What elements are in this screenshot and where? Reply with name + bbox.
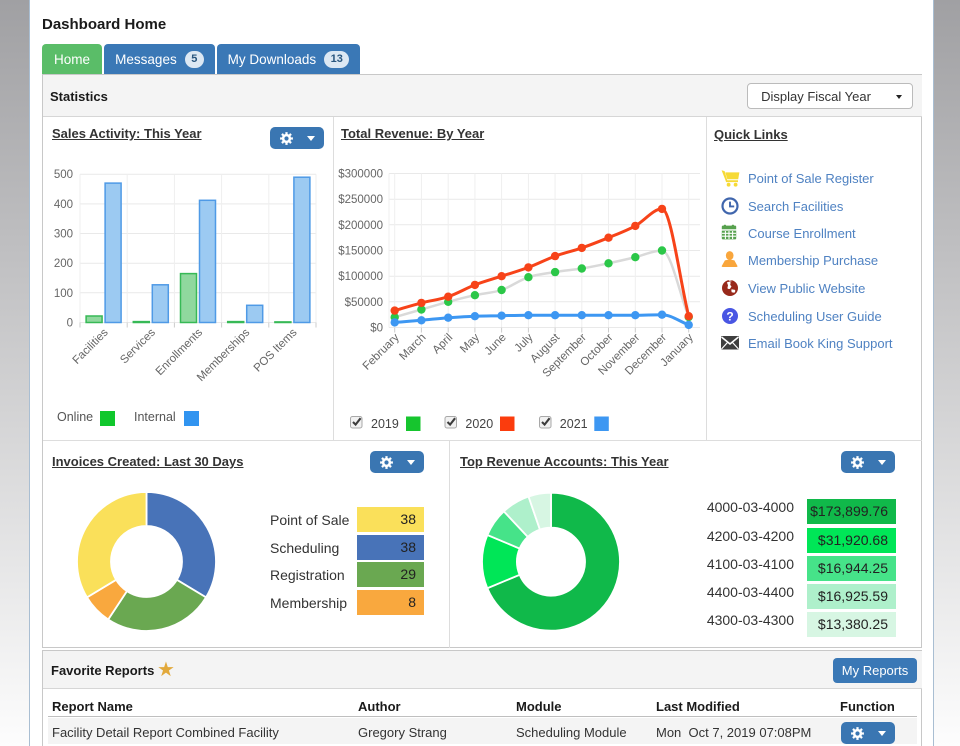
svg-text:Services: Services <box>118 326 158 366</box>
svg-text:May: May <box>458 331 482 355</box>
svg-text:$200000: $200000 <box>338 220 383 232</box>
svg-text:2019: 2019 <box>371 417 399 431</box>
svg-text:0: 0 <box>67 318 73 330</box>
svg-text:500: 500 <box>54 169 73 181</box>
svg-text:Enrollments: Enrollments <box>154 326 206 378</box>
svg-text:March: March <box>397 332 428 363</box>
svg-text:?: ? <box>726 309 733 323</box>
svg-text:February: February <box>361 331 402 372</box>
svg-text:300: 300 <box>54 229 73 241</box>
svg-text:$0: $0 <box>370 323 383 335</box>
svg-text:$150000: $150000 <box>338 246 383 258</box>
svg-text:Facilities: Facilities <box>71 326 111 366</box>
svg-text:200: 200 <box>54 258 73 270</box>
svg-text:Internal: Internal <box>134 410 176 424</box>
svg-text:July: July <box>513 331 536 354</box>
svg-text:POS Items: POS Items <box>252 326 300 374</box>
svg-text:Online: Online <box>57 410 93 424</box>
svg-text:$50000: $50000 <box>345 297 383 309</box>
svg-text:June: June <box>483 332 509 358</box>
svg-text:$250000: $250000 <box>338 194 383 206</box>
svg-text:2020: 2020 <box>465 417 493 431</box>
svg-text:400: 400 <box>54 199 73 211</box>
svg-text:$300000: $300000 <box>338 169 383 181</box>
svg-text:2021: 2021 <box>560 417 588 431</box>
svg-text:100: 100 <box>54 288 73 300</box>
svg-text:April: April <box>431 332 456 357</box>
svg-text:$100000: $100000 <box>338 271 383 283</box>
